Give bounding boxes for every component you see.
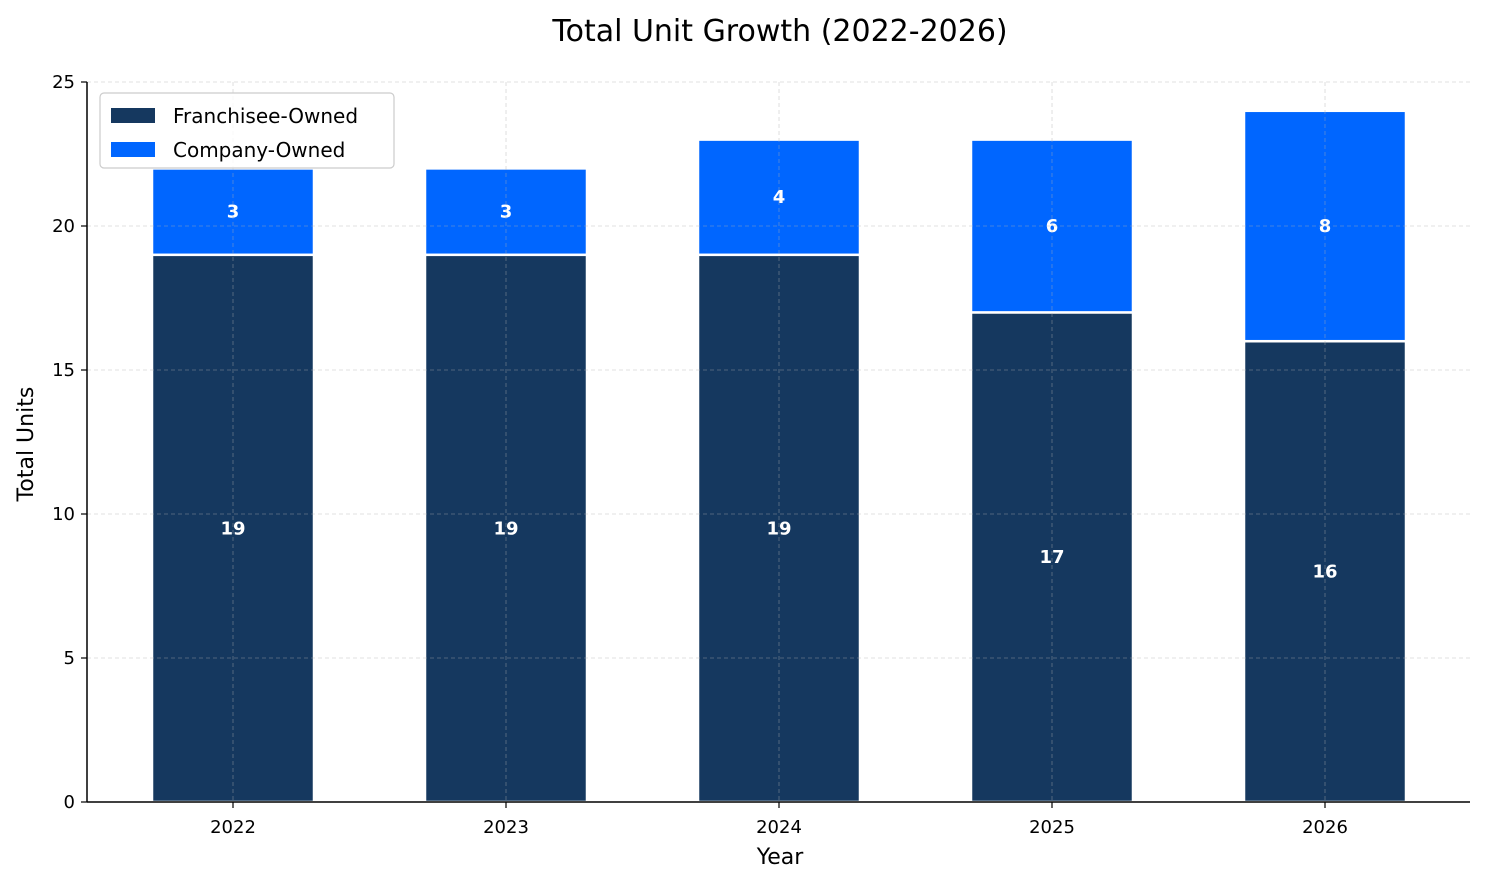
bar-franchisee-owned-2023 [423, 253, 589, 804]
bar-value-label: 8 [1319, 216, 1332, 237]
y-tick-label: 10 [52, 504, 75, 525]
y-tick-label: 0 [64, 792, 75, 813]
bar-franchisee-owned-2024 [696, 253, 862, 804]
x-tick-label: 2024 [756, 817, 802, 838]
y-tick-label: 25 [52, 72, 75, 93]
x-tick-label: 2026 [1302, 817, 1348, 838]
legend-swatch [111, 108, 155, 123]
grid-lines [87, 81, 1470, 803]
bar-value-label: 19 [220, 518, 245, 539]
bar-value-label: 3 [500, 202, 513, 223]
bar-value-label: 19 [493, 518, 518, 539]
bar-value-label: 3 [227, 202, 240, 223]
x-axis-label: Year [756, 845, 805, 870]
chart-title: Total Unit Growth (2022-2026) [551, 14, 1007, 49]
legend-label: Company-Owned [173, 138, 345, 162]
legend-label: Franchisee-Owned [173, 104, 358, 128]
y-tick-label: 5 [64, 648, 75, 669]
x-tick-label: 2023 [483, 817, 529, 838]
bar-value-label: 19 [766, 518, 791, 539]
legend-box [99, 92, 395, 169]
bar-franchisee-owned-2022 [150, 253, 316, 804]
legend: Franchisee-Owned Company-Owned [99, 92, 395, 169]
bar-value-label: 6 [1046, 216, 1059, 237]
y-axis-label: Total Units [14, 387, 39, 503]
x-tick-label: 2022 [210, 817, 256, 838]
bar-value-label: 17 [1039, 547, 1064, 568]
legend-swatch [111, 142, 155, 157]
x-tick-label: 2025 [1029, 817, 1075, 838]
y-tick-label: 15 [52, 360, 75, 381]
y-tick-label: 20 [52, 216, 75, 237]
